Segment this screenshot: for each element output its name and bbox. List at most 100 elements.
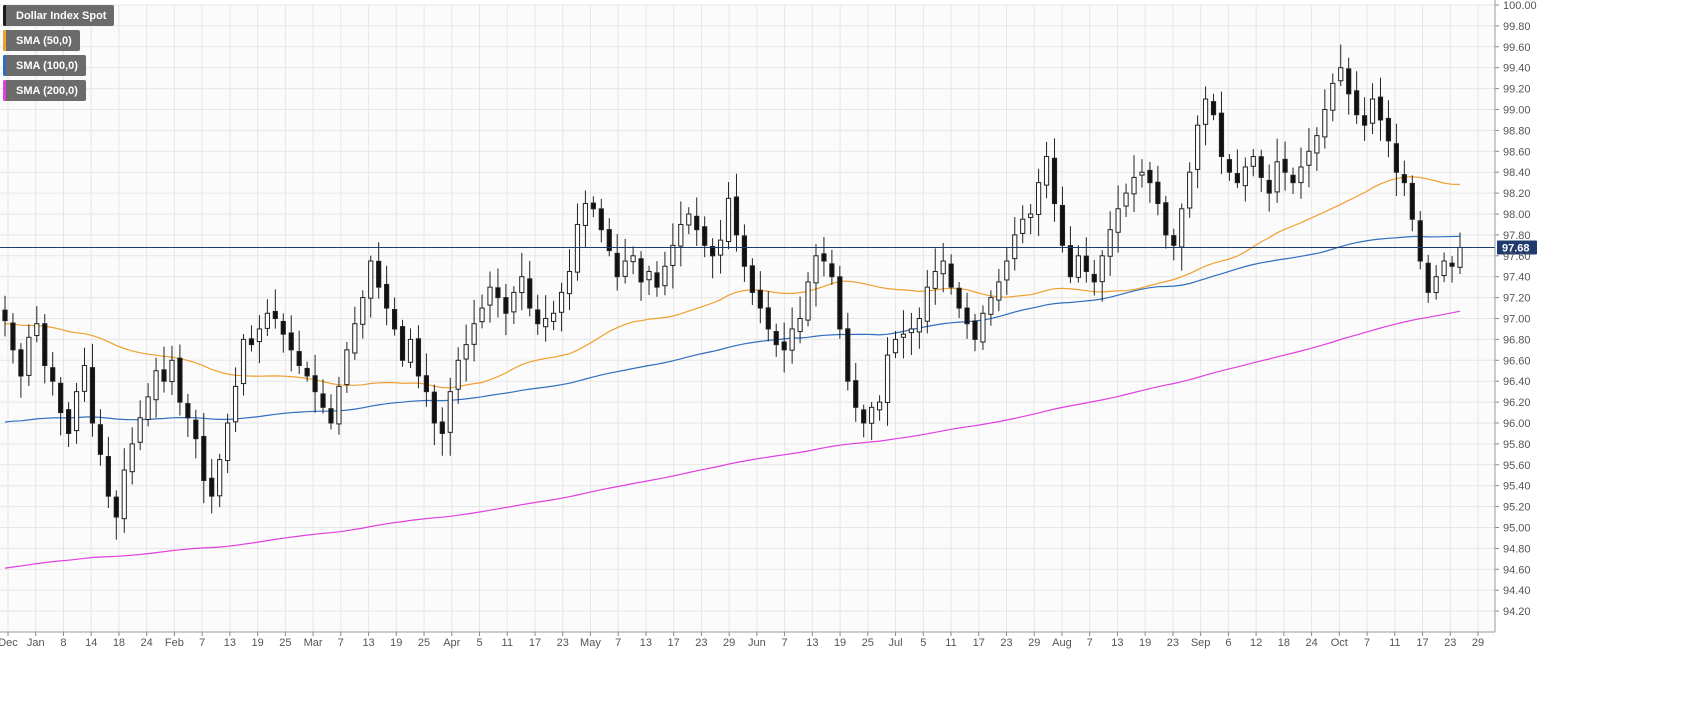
candle-up (1036, 182, 1042, 215)
x-tick-label: Jul (889, 637, 903, 649)
candle-down (829, 263, 835, 278)
y-tick-label: 98.60 (1503, 146, 1531, 158)
candle-up (256, 328, 263, 343)
candle-up (145, 396, 151, 421)
candle-down (66, 409, 72, 434)
candle-up (1012, 234, 1018, 260)
y-axis: 94.20 94.40 94.60 94.80 95.00 95.20 95.40 95.60… (1494, 0, 1537, 632)
candle-up (582, 203, 589, 226)
candle-down (1091, 273, 1097, 283)
y-tick-label: 97.60 (1503, 251, 1531, 263)
candle-up (1298, 166, 1304, 184)
candle-up (1202, 98, 1209, 125)
y-tick-label: 98.80 (1503, 125, 1531, 137)
candle-up (1369, 98, 1376, 124)
x-tick-label: 29 (1028, 637, 1040, 649)
candle-down (821, 253, 827, 262)
candle-down (590, 202, 596, 210)
candle-up (988, 297, 994, 315)
candle-up (352, 323, 358, 354)
candle-up (876, 401, 883, 411)
last-price-badge (1497, 240, 1537, 255)
candle-up (1107, 229, 1113, 257)
candle-down (193, 419, 199, 440)
candle-down (89, 367, 96, 424)
candle-down (1290, 174, 1296, 184)
candle-down (773, 331, 779, 346)
candle-down (1282, 158, 1288, 173)
y-tick-label: 98.40 (1503, 167, 1531, 179)
x-tick-label: Jun (748, 637, 766, 649)
candle-down (606, 229, 612, 252)
candle-up (1004, 260, 1010, 281)
legend-item-dollar-index[interactable]: Dollar Index Spot (3, 5, 115, 26)
x-tick-label: 11 (1389, 637, 1400, 649)
x-tick-label: 5 (476, 637, 482, 649)
candle-up (670, 244, 676, 266)
candle-down (527, 278, 533, 309)
candle-down (837, 276, 843, 330)
candle-down (853, 380, 859, 408)
x-tick-label: 17 (973, 637, 985, 649)
candle-down (280, 320, 286, 335)
candle-up (1020, 218, 1026, 234)
candle-up (892, 338, 899, 354)
x-tick-label: 6 (1225, 637, 1231, 649)
legend-item-sma-200[interactable]: SMA (200,0) (3, 80, 86, 101)
candle-down (391, 309, 398, 330)
candle-down (42, 323, 48, 367)
candle-up (1179, 208, 1185, 248)
candle-down (328, 408, 334, 424)
candle-down (1401, 174, 1407, 184)
candle-down (1449, 262, 1455, 267)
y-tick-label: 95.00 (1503, 523, 1531, 535)
candle-up (1441, 260, 1447, 277)
candle-down (2, 309, 8, 322)
x-tick-label: 23 (1000, 637, 1012, 649)
y-tick-label: 98.20 (1503, 188, 1531, 200)
candle-up (463, 344, 469, 360)
candle-down (1409, 182, 1415, 220)
candle-down (1147, 169, 1153, 184)
legend-item-sma-50[interactable]: SMA (50,0) (3, 30, 80, 51)
last-price-line: 97.68 (0, 240, 1537, 255)
candle-up (1242, 166, 1248, 187)
candlestick-series (2, 44, 1463, 540)
candle-down (97, 424, 104, 455)
sma-50-line (4, 176, 1461, 389)
candle-up (34, 323, 40, 337)
candle-down (598, 208, 604, 231)
candle-up (455, 359, 461, 390)
x-tick-label: 5 (920, 637, 926, 649)
legend-label-sma-50: SMA (50,0) (16, 34, 72, 47)
candle-up (407, 338, 414, 363)
candle-up (869, 406, 875, 424)
x-tick-label: Sep (1191, 637, 1211, 649)
x-tick-label: 24 (141, 637, 153, 649)
x-tick-label: 13 (362, 637, 374, 649)
legend-swatch-sma-100 (3, 55, 6, 76)
y-tick-label: 96.00 (1503, 418, 1531, 430)
candle-down (18, 349, 24, 377)
x-tick-label: 23 (1167, 637, 1179, 649)
candle-down (694, 215, 700, 231)
y-tick-label: 96.80 (1503, 334, 1531, 346)
x-tick-label: 7 (199, 637, 205, 649)
candle-down (1226, 159, 1233, 173)
candle-down (1059, 204, 1066, 246)
candle-down (845, 328, 851, 382)
x-tick-label: Aug (1052, 637, 1072, 649)
candle-down (201, 435, 207, 481)
sma-50-path (4, 176, 1461, 389)
legend-item-sma-100[interactable]: SMA (100,0) (3, 55, 86, 76)
x-tick-label: 29 (1472, 637, 1484, 649)
candle-down (1163, 202, 1169, 236)
candle-up (1338, 67, 1344, 82)
candle-up (646, 270, 652, 281)
x-tick-label: 13 (640, 637, 652, 649)
candle-up (447, 391, 453, 433)
candle-up (566, 270, 573, 295)
y-tick-label: 99.20 (1503, 84, 1531, 96)
candle-down (614, 252, 620, 278)
candle-up (1322, 109, 1328, 138)
